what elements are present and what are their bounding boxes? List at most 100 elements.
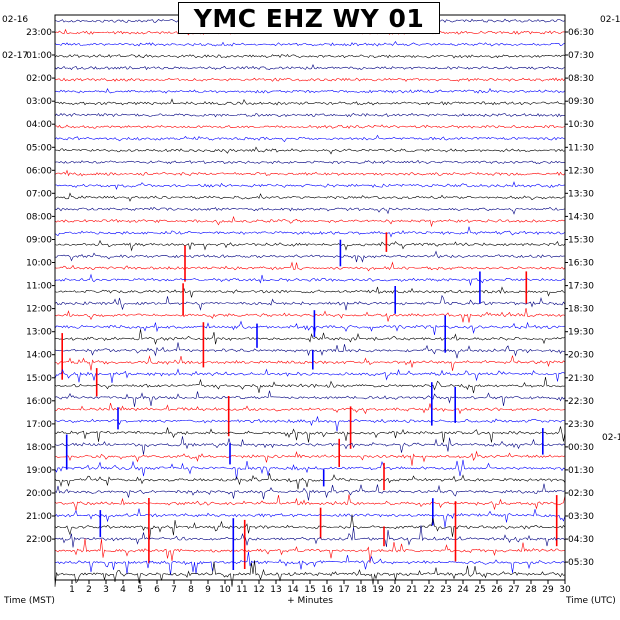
trace-line-46 bbox=[54, 538, 566, 564]
x-tick-label: 2 bbox=[86, 585, 92, 595]
trace-line-25 bbox=[54, 294, 566, 311]
x-tick-label: 19 bbox=[372, 585, 384, 595]
x-tick-label: 30 bbox=[559, 585, 571, 595]
left-hour-label: 17:00 bbox=[26, 420, 52, 430]
trace-line-30 bbox=[54, 355, 566, 371]
x-axis-left-label: Time (MST) bbox=[3, 596, 55, 606]
x-tick-label: 28 bbox=[525, 585, 537, 595]
trace-line-28 bbox=[54, 329, 566, 345]
trace-line-31 bbox=[54, 368, 566, 383]
left-hour-label: 11:00 bbox=[26, 282, 52, 292]
trace-line-11 bbox=[54, 134, 566, 143]
trace-line-27 bbox=[54, 320, 566, 335]
trace-line-42 bbox=[54, 494, 566, 511]
trace-line-20 bbox=[54, 239, 566, 252]
trace-line-24 bbox=[54, 286, 566, 298]
x-tick-label: 22 bbox=[423, 585, 434, 595]
left-hour-label: 19:00 bbox=[26, 466, 52, 476]
left-hour-label: 13:00 bbox=[26, 328, 52, 338]
x-tick-label: 23 bbox=[440, 585, 451, 595]
right-hour-label: 15:30 bbox=[568, 236, 594, 246]
trace-line-16 bbox=[54, 192, 566, 202]
x-tick-label: 11 bbox=[236, 585, 247, 595]
right-hour-label: 19:30 bbox=[568, 328, 594, 338]
right-hour-label: 07:30 bbox=[568, 51, 594, 61]
right-hour-label: 16:30 bbox=[568, 259, 594, 269]
right-hour-label: 01:30 bbox=[568, 466, 594, 476]
x-tick-label: 29 bbox=[542, 585, 554, 595]
trace-line-18 bbox=[54, 215, 566, 228]
right-hour-label: 20:30 bbox=[568, 351, 594, 361]
left-hour-label: 16:00 bbox=[26, 397, 52, 407]
left-hour-label: 15:00 bbox=[26, 374, 52, 384]
right-hour-label: 06:30 bbox=[568, 28, 594, 38]
trace-line-34 bbox=[54, 402, 566, 415]
trace-line-40 bbox=[54, 473, 566, 490]
x-tick-label: 26 bbox=[491, 585, 503, 595]
x-tick-label: 9 bbox=[205, 585, 211, 595]
trace-line-14 bbox=[54, 169, 566, 177]
x-tick-label: 21 bbox=[406, 585, 417, 595]
left-date-label-1: 02-16 bbox=[2, 15, 28, 25]
trace-line-9 bbox=[54, 112, 566, 118]
trace-line-36 bbox=[54, 426, 566, 443]
trace-line-39 bbox=[54, 459, 566, 480]
left-hour-label: 14:00 bbox=[26, 351, 52, 361]
right-hour-label: 04:30 bbox=[568, 535, 594, 545]
trace-line-43 bbox=[54, 508, 566, 528]
trace-line-29 bbox=[54, 342, 566, 359]
trace-line-47 bbox=[54, 551, 566, 576]
x-tick-label: 18 bbox=[355, 585, 367, 595]
left-hour-label: 01:00 bbox=[26, 51, 52, 61]
chart-title-box: YMC EHZ WY 01 bbox=[178, 2, 440, 34]
left-hour-label: 04:00 bbox=[26, 120, 52, 130]
x-axis-label: + Minutes bbox=[287, 596, 333, 606]
trace-line-15 bbox=[54, 181, 566, 190]
x-tick-label: 4 bbox=[120, 585, 126, 595]
x-axis-right-label: Time (UTC) bbox=[565, 596, 616, 606]
x-tick-label: 20 bbox=[389, 585, 401, 595]
left-hour-label: 22:00 bbox=[26, 535, 52, 545]
trace-line-48 bbox=[54, 560, 566, 587]
seismic-traces bbox=[54, 17, 566, 587]
left-hour-label: 06:00 bbox=[26, 166, 52, 176]
trace-line-23 bbox=[54, 273, 566, 287]
trace-line-37 bbox=[54, 436, 566, 455]
right-date-label-2: 02-1 bbox=[602, 433, 620, 443]
left-hour-label: 12:00 bbox=[26, 305, 52, 315]
trace-line-38 bbox=[54, 450, 566, 466]
trace-line-7 bbox=[54, 87, 566, 94]
x-tick-label: 16 bbox=[321, 585, 333, 595]
x-tick-label: 17 bbox=[338, 585, 349, 595]
left-hour-label: 05:00 bbox=[26, 143, 52, 153]
right-date-label-1: 02-1 bbox=[600, 15, 620, 25]
left-date-label-2: 02-17 bbox=[2, 51, 28, 61]
left-hour-label: 02:00 bbox=[26, 74, 52, 84]
trace-line-35 bbox=[54, 415, 566, 432]
left-hour-label: 18:00 bbox=[26, 443, 52, 453]
x-tick-label: 7 bbox=[171, 585, 177, 595]
right-hour-label: 13:30 bbox=[568, 189, 594, 199]
x-tick-label: 10 bbox=[219, 585, 231, 595]
right-hour-label: 08:30 bbox=[568, 74, 594, 84]
right-hour-label: 11:30 bbox=[568, 143, 594, 153]
left-hour-label: 23:00 bbox=[26, 28, 52, 38]
plot-frame bbox=[54, 14, 566, 581]
trace-line-17 bbox=[54, 206, 566, 215]
axis-ticks: 23:00 01:00 02:00 03:00 04:00 05:00 06:00 07:00… bbox=[26, 28, 594, 595]
left-hour-label: 08:00 bbox=[26, 212, 52, 222]
right-hour-label: 09:30 bbox=[568, 97, 594, 107]
trace-line-4 bbox=[54, 53, 566, 59]
left-hour-label: 07:00 bbox=[26, 189, 52, 199]
trace-line-32 bbox=[54, 376, 566, 394]
trace-line-33 bbox=[54, 390, 566, 407]
trace-line-13 bbox=[54, 159, 566, 165]
x-tick-label: 3 bbox=[103, 585, 109, 595]
x-tick-label: 25 bbox=[474, 585, 485, 595]
x-tick-label: 8 bbox=[188, 585, 194, 595]
left-hour-label: 21:00 bbox=[26, 512, 52, 522]
trace-line-44 bbox=[54, 514, 566, 540]
trace-line-41 bbox=[54, 483, 566, 501]
trace-line-45 bbox=[54, 525, 566, 548]
